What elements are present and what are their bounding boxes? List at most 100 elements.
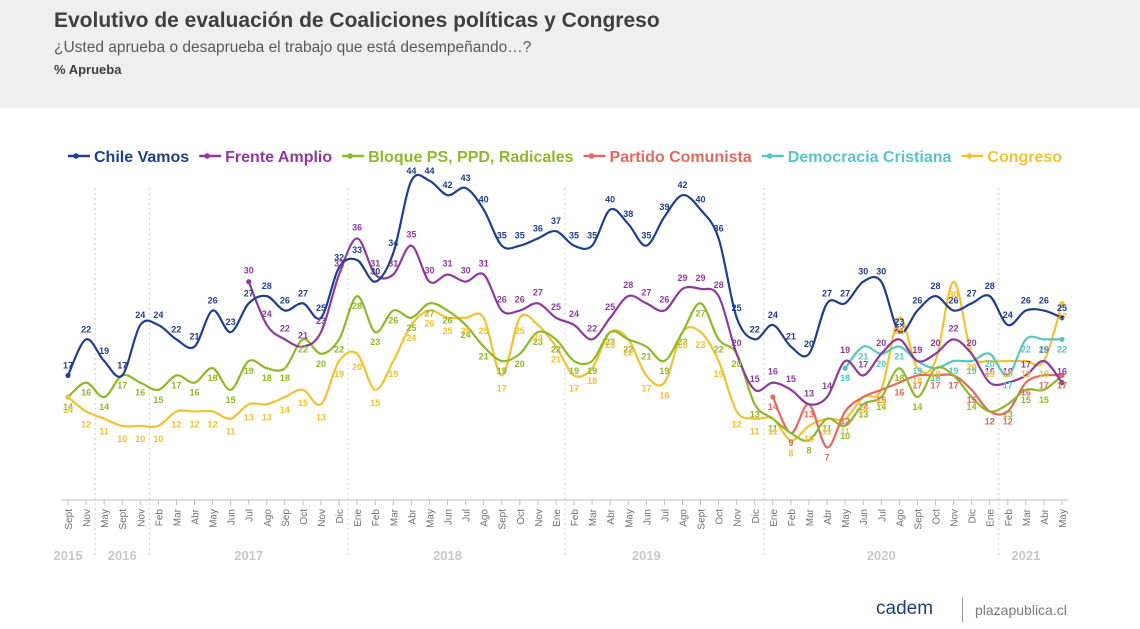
data-label-2-43: 10 xyxy=(840,431,850,441)
data-label-1-55: 16 xyxy=(1057,367,1067,377)
x-tick-label-2: May xyxy=(100,509,111,528)
data-label-2-20: 27 xyxy=(424,308,434,318)
data-label-0-13: 27 xyxy=(298,288,308,298)
series-end-marker-5 xyxy=(1059,300,1065,306)
data-label-0-7: 21 xyxy=(190,332,200,342)
data-label-5-5: 10 xyxy=(153,434,163,444)
x-tick-label-15: Dic xyxy=(335,509,346,523)
data-label-1-54: 19 xyxy=(1039,345,1049,355)
data-label-2-54: 15 xyxy=(1039,395,1049,405)
data-label-5-53: 19 xyxy=(1021,369,1031,379)
data-label-1-50: 20 xyxy=(967,338,977,348)
data-label-2-30: 23 xyxy=(605,337,615,347)
data-label-0-10: 27 xyxy=(244,288,254,298)
data-label-1-35: 29 xyxy=(696,273,706,283)
unit-label: % Aprueba xyxy=(54,62,122,77)
x-tick-label-22: Jul xyxy=(462,509,473,522)
x-tick-label-32: Jun xyxy=(642,509,653,525)
data-label-0-3: 17 xyxy=(117,360,127,370)
data-label-5-46: 25 xyxy=(894,326,904,336)
data-label-5-54: 19 xyxy=(1039,369,1049,379)
data-label-5-26: 24 xyxy=(533,333,543,343)
x-tick-label-45: Jul xyxy=(877,509,888,522)
legend-marker-4 xyxy=(766,153,773,159)
x-tick-label-20: May xyxy=(425,509,436,528)
data-label-5-9: 11 xyxy=(226,427,236,437)
data-label-3-48: 17 xyxy=(930,380,940,390)
data-label-2-27: 22 xyxy=(551,344,561,354)
data-label-2-40: 9 xyxy=(788,438,793,448)
data-label-0-34: 42 xyxy=(677,180,687,190)
x-tick-label-36: Oct xyxy=(715,509,726,525)
data-label-5-24: 17 xyxy=(497,383,507,393)
legend-marker-2 xyxy=(347,153,353,159)
series-line-5 xyxy=(67,280,1064,442)
data-label-2-17: 23 xyxy=(370,337,380,347)
chart-title: Evolutivo de evaluación de Coaliciones p… xyxy=(54,9,660,32)
data-label-0-53: 26 xyxy=(1021,296,1031,306)
year-label-2017: 2017 xyxy=(234,548,263,563)
data-label-0-50: 27 xyxy=(967,288,977,298)
data-label-0-36: 36 xyxy=(714,223,724,233)
x-tick-label-46: Ago xyxy=(895,509,906,527)
data-label-3-54: 17 xyxy=(1039,380,1049,390)
data-label-5-25: 25 xyxy=(515,326,525,336)
legend-marker-5 xyxy=(966,153,973,159)
data-label-3-40: 9 xyxy=(788,438,793,448)
data-label-2-13: 22 xyxy=(298,344,308,354)
data-label-5-1: 12 xyxy=(81,419,91,429)
x-tick-label-10: Jul xyxy=(245,509,256,522)
header-band: Evolutivo de evaluación de Coaliciones p… xyxy=(0,0,1140,108)
x-tick-label-52: Feb xyxy=(1004,509,1015,527)
x-tick-label-34: Ago xyxy=(678,509,689,527)
x-tick-label-43: May xyxy=(841,509,852,528)
line-chart: Chile Vamos Frente Amplio Bloque PS, PPD, … xyxy=(54,149,1069,563)
data-label-1-43: 19 xyxy=(840,345,850,355)
data-label-1-23: 31 xyxy=(479,258,489,268)
data-label-4-51: 20 xyxy=(985,359,995,369)
data-label-2-49: 17 xyxy=(949,380,959,390)
data-label-5-49: 30 xyxy=(949,290,959,300)
data-label-5-33: 16 xyxy=(659,391,669,401)
data-label-5-16: 20 xyxy=(352,362,362,372)
data-label-0-25: 35 xyxy=(515,231,525,241)
x-tick-label-31: May xyxy=(624,509,635,528)
series-end-marker-1 xyxy=(1059,380,1065,386)
data-label-0-27: 37 xyxy=(551,216,561,226)
x-tick-label-5: Feb xyxy=(154,509,165,527)
data-label-2-28: 19 xyxy=(569,366,579,376)
data-label-5-50: 20 xyxy=(967,362,977,372)
data-label-1-27: 25 xyxy=(551,302,561,312)
data-label-0-46: 23 xyxy=(894,317,904,327)
data-label-2-8: 18 xyxy=(208,373,218,383)
data-label-0-5: 24 xyxy=(153,310,163,320)
data-label-1-29: 22 xyxy=(587,323,597,333)
data-label-5-44: 14 xyxy=(858,405,868,415)
data-label-2-12: 18 xyxy=(280,373,290,383)
data-label-2-37: 20 xyxy=(732,359,742,369)
data-label-1-40: 15 xyxy=(786,374,796,384)
footer-link[interactable]: plazapublica.cl xyxy=(975,602,1067,618)
data-label-5-8: 12 xyxy=(208,419,218,429)
data-label-5-52: 19 xyxy=(1003,369,1013,379)
data-label-1-19: 35 xyxy=(406,230,416,240)
x-tick-label-50: Dic xyxy=(968,509,979,523)
data-label-3-55: 17 xyxy=(1057,380,1067,390)
year-label-2020: 2020 xyxy=(867,548,896,563)
data-label-3-44: 14 xyxy=(858,402,868,412)
data-label-5-4: 10 xyxy=(135,434,145,444)
data-label-0-41: 20 xyxy=(804,339,814,349)
data-label-3-39: 14 xyxy=(768,402,778,412)
x-tick-label-13: Oct xyxy=(299,509,310,525)
data-label-0-33: 39 xyxy=(659,202,669,212)
data-label-4-48: 18 xyxy=(930,373,940,383)
year-label-2019: 2019 xyxy=(632,548,661,563)
legend-marker-3 xyxy=(588,153,595,159)
data-label-0-38: 22 xyxy=(750,324,760,334)
footer-divider xyxy=(962,598,963,622)
x-tick-label-0: Sept xyxy=(64,509,75,530)
data-label-2-41: 8 xyxy=(806,445,811,455)
data-label-5-40: 8 xyxy=(788,448,793,458)
series-start-marker-0 xyxy=(65,372,71,379)
data-label-5-45: 15 xyxy=(876,398,886,408)
